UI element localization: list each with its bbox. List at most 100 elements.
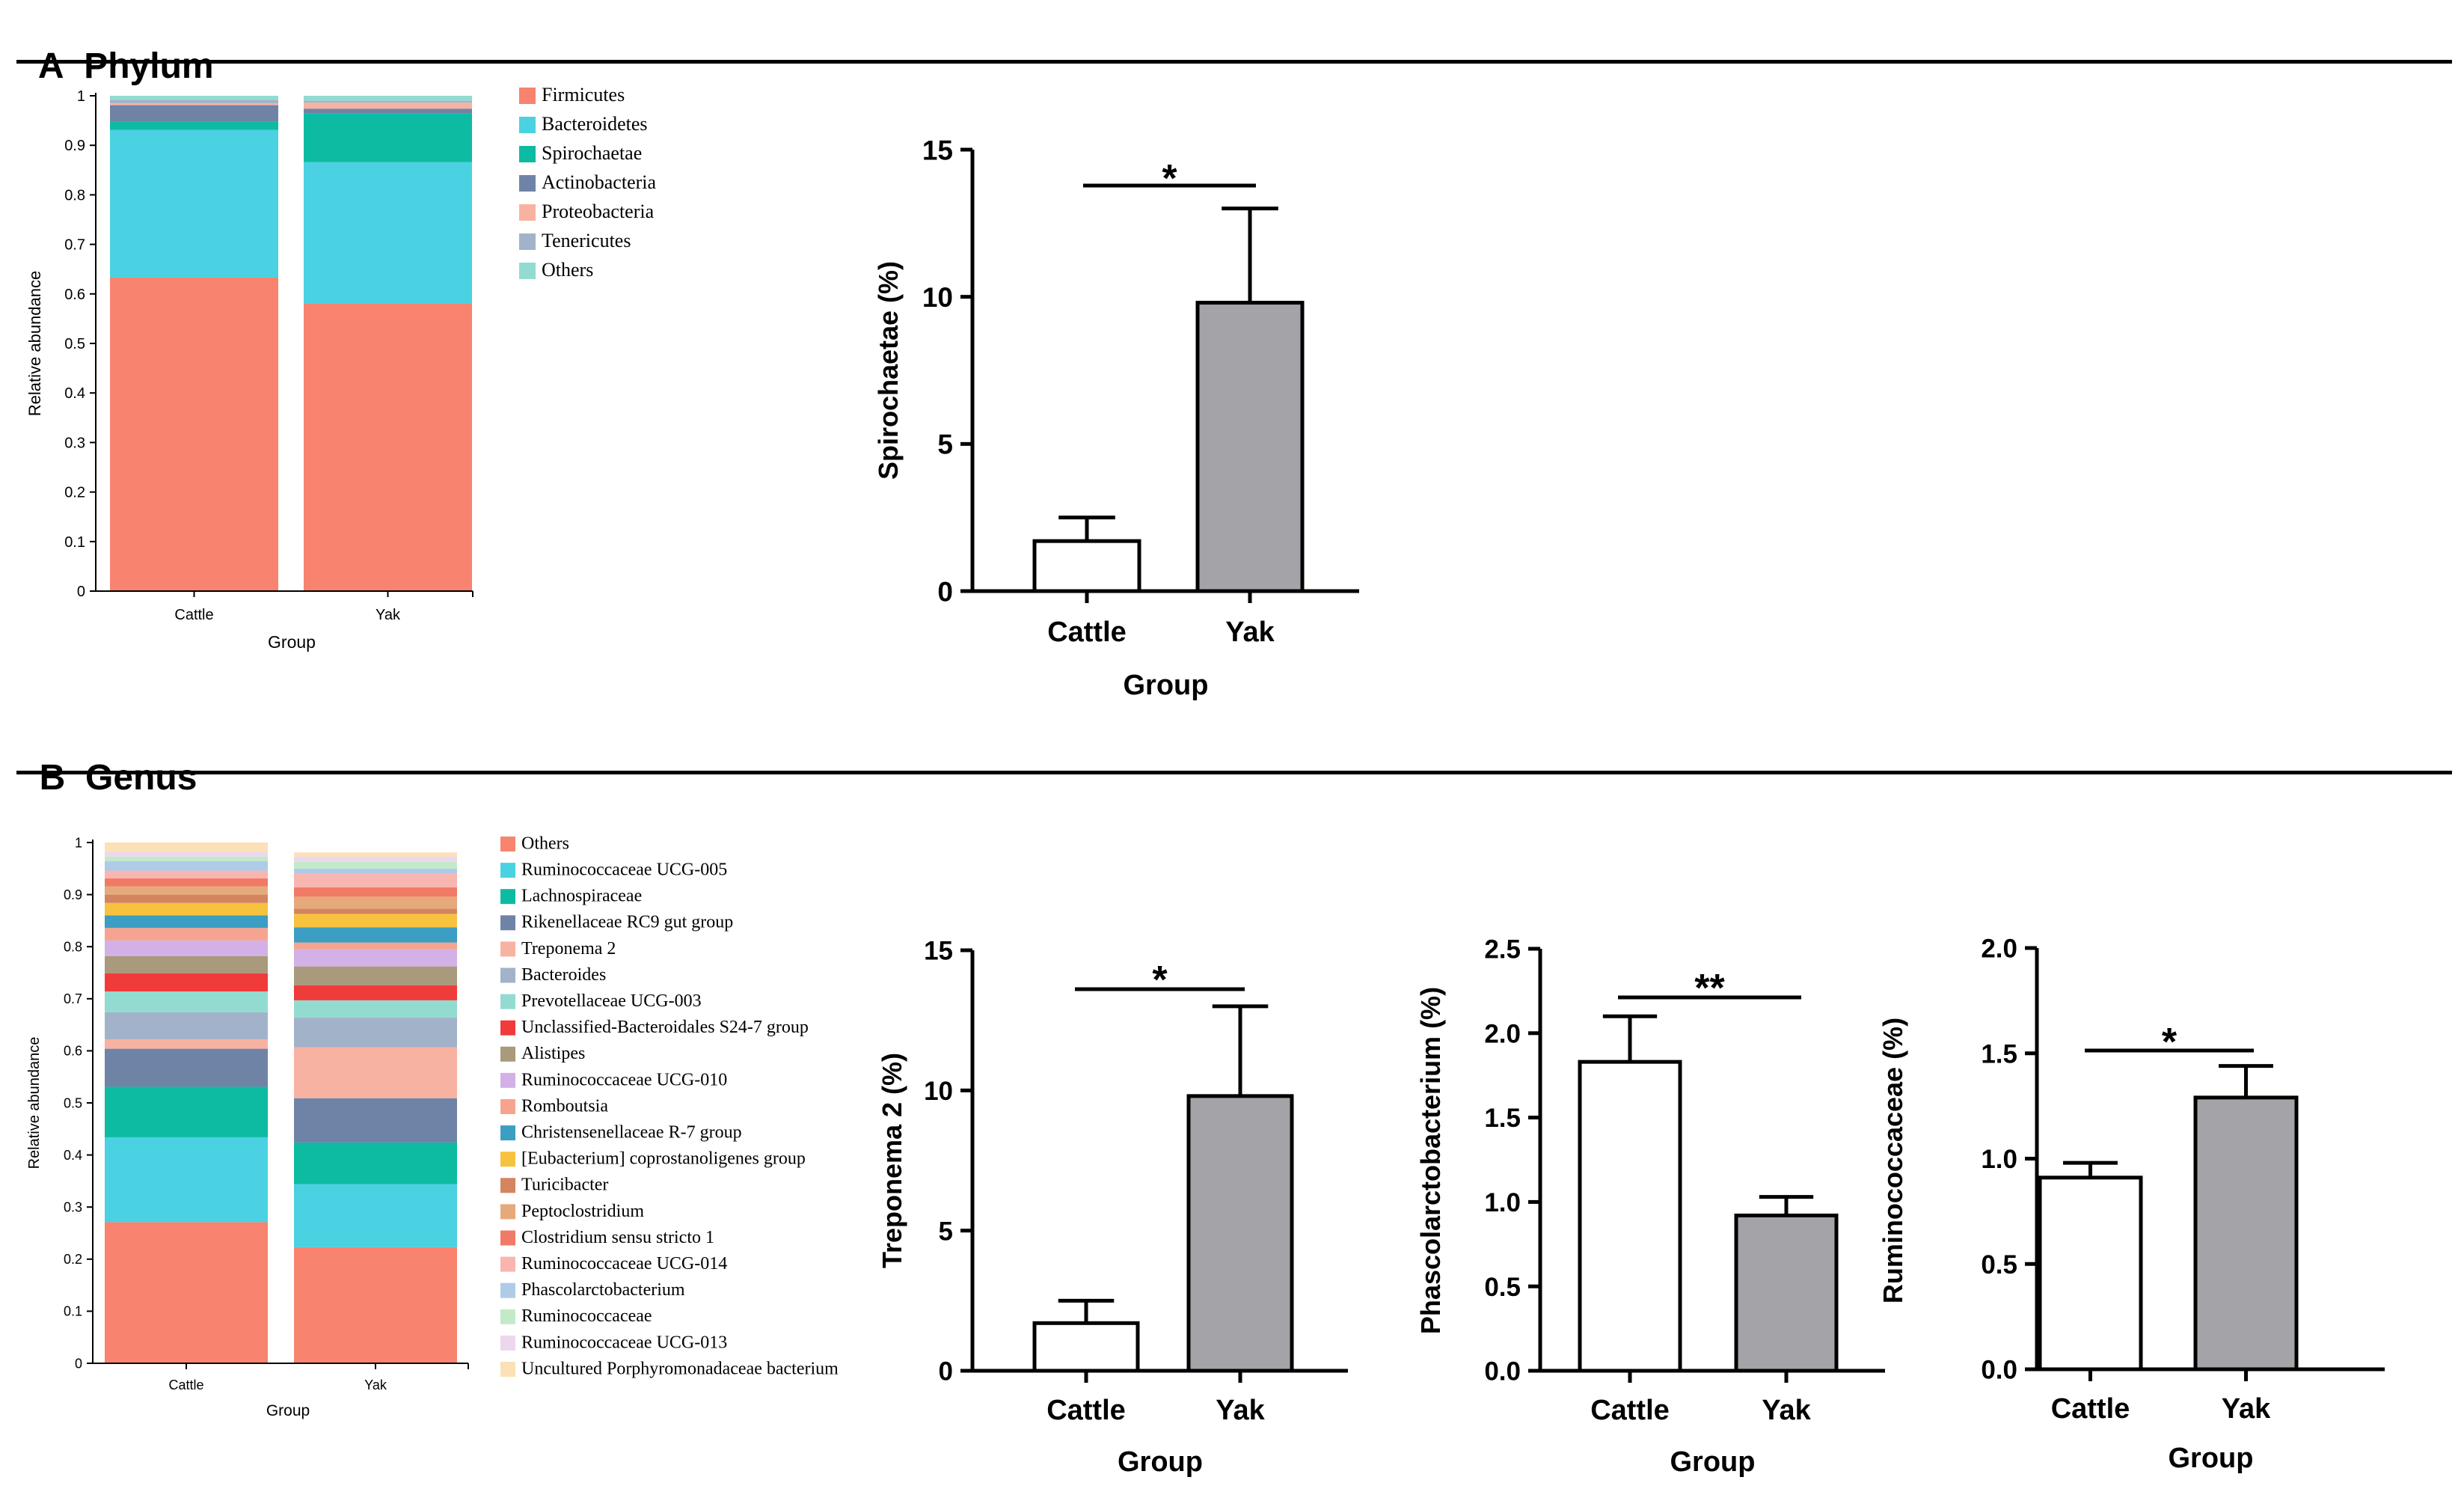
y-tick-label: 0.8 (64, 187, 85, 204)
stack-segment (294, 1184, 457, 1247)
legend-label: Bacteroides (521, 965, 606, 985)
stack-segment (294, 1247, 457, 1363)
stack-segment (105, 894, 268, 903)
stack-segment (294, 896, 457, 909)
stack-segment (294, 949, 457, 967)
stack-segment (105, 878, 268, 887)
stack-segment (294, 1098, 457, 1143)
spirochaetae-bar-chart: Cattle Yak 0 5 10 15 Group Spirochaetae (%) * (873, 135, 1359, 701)
stack-segment (105, 915, 268, 929)
stack-segment (105, 856, 268, 862)
y-axis-title: Relative abundance (26, 1037, 43, 1169)
x-axis-title: Group (1124, 670, 1209, 701)
stack-segment (304, 96, 472, 101)
y-tick-label: 15 (922, 135, 953, 165)
x-tick-label: Yak (1225, 617, 1275, 648)
bar-yak (1195, 301, 1305, 593)
x-axis-title: Group (1118, 1446, 1203, 1478)
legend-swatch (500, 1256, 515, 1272)
stack-segment (110, 100, 278, 103)
legend-swatch (500, 1335, 515, 1351)
y-tick-label: 0.1 (64, 1304, 82, 1319)
legend-swatch (500, 1178, 515, 1193)
legend-label: Tenericutes (542, 230, 631, 251)
legend-swatch (519, 117, 536, 133)
y-axis-title: Treponema 2 (%) (877, 1053, 907, 1268)
ruminococcaceae-bar-chart: Cattle Yak 0.0 0.5 1.0 1.5 2.0 Group Ruminococca… (1878, 935, 2385, 1474)
bar-yak (1734, 1213, 1839, 1373)
legend-label: Others (542, 259, 593, 281)
x-tick-label: Yak (1216, 1395, 1265, 1426)
stack-segment (105, 1086, 268, 1137)
stack-segment (105, 861, 268, 871)
section-a-rule (16, 60, 2452, 64)
y-tick-label: 0.0 (1981, 1356, 2017, 1385)
y-axis-title: Spirochaetae (%) (873, 261, 904, 480)
legend-swatch (500, 1099, 515, 1114)
stack-segment (105, 1137, 268, 1223)
section-b-name: Genus (85, 758, 197, 798)
legend-label: Uncultured Porphyromonadaceae bacterium (521, 1359, 839, 1378)
legend-swatch (500, 1309, 515, 1324)
stack-segment (105, 886, 268, 895)
x-tick-label: Cattle (1046, 1395, 1126, 1426)
stack-segment (110, 129, 278, 278)
legend-label: Lachnospiraceae (521, 887, 642, 906)
legend-swatch (500, 889, 515, 905)
legend-label: Spirochaetae (542, 142, 642, 164)
y-tick-label: 0.3 (64, 435, 85, 451)
y-tick-label: 0 (77, 584, 85, 600)
section-b-letter: B (39, 758, 66, 798)
legend-swatch (519, 263, 536, 279)
y-tick-label: 0 (937, 576, 953, 607)
stack-segment (304, 103, 472, 109)
bar-cattle (1032, 1321, 1140, 1373)
section-a-title: A Phylum (19, 13, 214, 85)
treponema-bar-chart: Cattle Yak 0 5 10 15 Group Treponema 2 (%) * (877, 937, 1348, 1478)
legend-swatch (500, 941, 515, 957)
legend-swatch (500, 1282, 515, 1298)
x-tick-label: Cattle (1047, 617, 1127, 648)
stack-segment (294, 1142, 457, 1184)
y-tick-label: 0.2 (64, 485, 85, 501)
stack-segment (294, 908, 457, 914)
genus-stacked-chart: 0 0.1 0.2 0.3 0.4 0.5 0.6 0.7 0.8 0.9 1 Cattle Yak Gr… (26, 834, 839, 1419)
x-axis-title: Group (1670, 1446, 1756, 1478)
legend-label: Prevotellaceae UCG-003 (521, 991, 702, 1011)
legend-swatch (500, 1204, 515, 1220)
stack-segment (110, 103, 278, 106)
y-tick-label: 0.5 (64, 1095, 82, 1110)
y-axis-title: Relative abundance (25, 271, 44, 416)
stack-segment (294, 852, 457, 857)
y-tick-label: 0 (75, 1356, 82, 1371)
y-axis-title: Ruminococcaceae (%) (1878, 1018, 1908, 1303)
legend-label: Rikenellaceae RC9 gut group (521, 913, 733, 932)
bar-cattle (1032, 539, 1141, 593)
legend-label: Ruminococcaceae UCG-013 (521, 1333, 727, 1352)
significance-marker: * (1152, 958, 1168, 1002)
stack-segment (304, 100, 472, 103)
y-tick-label: 1.0 (1981, 1145, 2017, 1174)
section-a-letter: A (37, 46, 64, 86)
y-tick-label: 0.9 (64, 138, 85, 154)
legend-swatch (519, 146, 536, 162)
section-b-rule (16, 771, 2452, 774)
stack-segment (105, 1012, 268, 1040)
legend-label: Others (521, 834, 569, 853)
legend-swatch (500, 967, 515, 983)
x-tick-label: Cattle (174, 607, 213, 623)
legend-label: Ruminococcaceae (521, 1306, 652, 1326)
stack-segment (105, 1048, 268, 1087)
legend-swatch (500, 1230, 515, 1246)
y-tick-label: 0.9 (64, 887, 82, 902)
stack-segment (294, 887, 457, 897)
y-tick-label: 0.2 (64, 1252, 82, 1267)
bar-cattle (2038, 1175, 2143, 1372)
legend-swatch (519, 88, 536, 104)
x-tick-label: Yak (364, 1378, 387, 1392)
legend-swatch (500, 863, 515, 878)
y-tick-label: 0 (939, 1357, 953, 1386)
y-tick-label: 0.5 (1981, 1250, 2017, 1279)
y-tick-label: 0.7 (64, 237, 85, 254)
y-tick-label: 0.4 (64, 1148, 82, 1163)
